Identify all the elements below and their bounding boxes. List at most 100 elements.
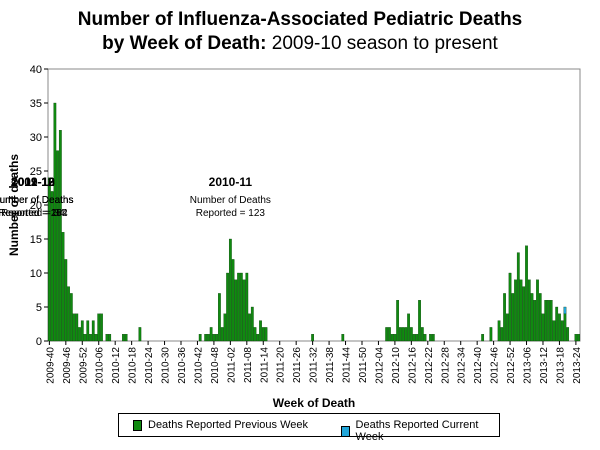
y-tick-label: 25 <box>30 166 42 178</box>
bar-previous-week <box>525 245 528 342</box>
x-tick-label: 2012-22 <box>424 347 435 384</box>
bar-previous-week <box>407 313 410 342</box>
bar-previous-week <box>50 191 54 342</box>
x-tick-label: 2013-12 <box>539 347 550 384</box>
bar-previous-week <box>522 286 526 342</box>
bar-previous-week <box>547 300 550 342</box>
season-deaths-reported: Reported = 34 <box>1 208 65 219</box>
bar-previous-week <box>412 334 416 342</box>
bar-previous-week <box>78 327 81 342</box>
bar-previous-week <box>516 252 520 342</box>
bar-previous-week <box>72 313 76 342</box>
bar-previous-week <box>64 259 68 342</box>
bar-previous-week <box>527 279 531 342</box>
x-tick-label: 2009-40 <box>45 347 56 384</box>
bar-previous-week <box>514 279 517 342</box>
chart-title: Number of Influenza-Associated Pediatric… <box>77 9 523 30</box>
bar-previous-week <box>122 334 125 342</box>
legend-item-previous: Deaths Reported Previous Week <box>133 419 308 431</box>
x-tick-label: 2013-18 <box>555 347 566 384</box>
bar-previous-week <box>555 306 559 342</box>
bar-previous-week <box>396 300 400 342</box>
y-tick-label: 15 <box>30 234 42 246</box>
bar-previous-week <box>420 327 424 342</box>
bar-previous-week <box>558 313 561 342</box>
x-tick-label: 2013-24 <box>572 347 583 384</box>
bar-previous-week <box>220 327 224 342</box>
x-tick-label: 2011-44 <box>342 347 353 383</box>
y-tick-label: 35 <box>30 98 42 110</box>
bar-previous-week <box>505 313 509 342</box>
y-tick-label: 5 <box>36 302 42 314</box>
bar-previous-week <box>508 272 512 342</box>
bar-previous-week <box>75 313 79 342</box>
bar-previous-week <box>105 334 109 342</box>
bar-previous-week <box>226 272 229 342</box>
bar-previous-week <box>228 238 232 342</box>
bar-previous-week <box>198 334 202 342</box>
bar-previous-week <box>264 327 268 342</box>
bar-previous-week <box>500 327 504 342</box>
bar-previous-week <box>533 300 537 342</box>
bar-previous-week <box>415 334 419 342</box>
x-tick-label: 2011-32 <box>309 347 320 383</box>
bar-previous-week <box>544 300 548 342</box>
x-axis-title: Week of Death <box>273 396 355 410</box>
bar-previous-week <box>53 102 57 342</box>
x-tick-label: 2011-20 <box>276 347 287 383</box>
x-tick-label: 2010-30 <box>161 347 172 384</box>
bar-previous-week <box>234 279 238 342</box>
bar-previous-week <box>431 334 435 342</box>
season-deaths-label: Number of Deaths <box>0 195 73 206</box>
bar-previous-week <box>519 279 523 342</box>
legend-label-previous: Deaths Reported Previous Week <box>148 419 308 431</box>
bar-previous-week <box>385 327 389 342</box>
bar-previous-week <box>390 334 394 342</box>
bar-previous-week <box>530 293 534 342</box>
bar-previous-week <box>418 300 421 342</box>
y-tick-label: 10 <box>30 268 42 280</box>
bar-previous-week <box>253 327 257 342</box>
bar-previous-week <box>69 293 73 342</box>
bar-previous-week <box>256 334 260 342</box>
bar-previous-week <box>552 320 556 342</box>
bar-previous-week <box>481 334 485 342</box>
season-label: 2012-13 <box>11 175 55 189</box>
season-deaths-reported: Reported = 154 <box>0 208 68 219</box>
x-tick-label: 2010-24 <box>144 347 155 384</box>
season-deaths-reported: Reported = 123 <box>196 208 266 219</box>
y-axis-title: Number of deaths <box>7 154 21 256</box>
bar-previous-week <box>97 313 101 342</box>
x-tick-label: 2011-08 <box>243 347 254 383</box>
bar-previous-week <box>212 334 216 342</box>
bar-previous-week <box>86 320 90 342</box>
x-tick-label: 2012-28 <box>440 347 451 384</box>
season-label: 2010-11 <box>209 175 253 189</box>
legend-label-current: Deaths Reported Current Week <box>355 419 479 443</box>
bar-previous-week <box>577 334 580 342</box>
x-tick-label: 2012-16 <box>407 347 418 384</box>
bar-previous-week <box>56 150 59 342</box>
bar-previous-week <box>209 327 213 342</box>
bar-previous-week <box>94 334 98 342</box>
x-tick-label: 2010-18 <box>128 347 139 384</box>
bar-previous-week <box>215 334 219 342</box>
bar-previous-week <box>560 320 564 342</box>
bar-previous-week <box>399 327 402 342</box>
x-tick-label: 2012-52 <box>506 347 517 384</box>
legend-item-current: Deaths Reported Current Week <box>341 419 499 443</box>
bar-previous-week <box>89 334 92 342</box>
x-tick-label: 2012-34 <box>457 347 468 384</box>
chart-subtitle-rest: 2009-10 season to present <box>266 33 498 54</box>
bar-previous-week <box>538 293 542 342</box>
bar-previous-week <box>100 313 103 342</box>
season-label: 2009-10 <box>11 175 55 189</box>
bar-previous-week <box>250 306 254 342</box>
bar-previous-week <box>497 320 501 342</box>
bar-previous-week <box>83 334 87 342</box>
chart-legend: Deaths Reported Previous Week Deaths Rep… <box>118 413 500 443</box>
bar-previous-week <box>218 293 221 342</box>
x-tick-label: 2011-14 <box>259 347 270 383</box>
bar-previous-week <box>248 313 251 342</box>
